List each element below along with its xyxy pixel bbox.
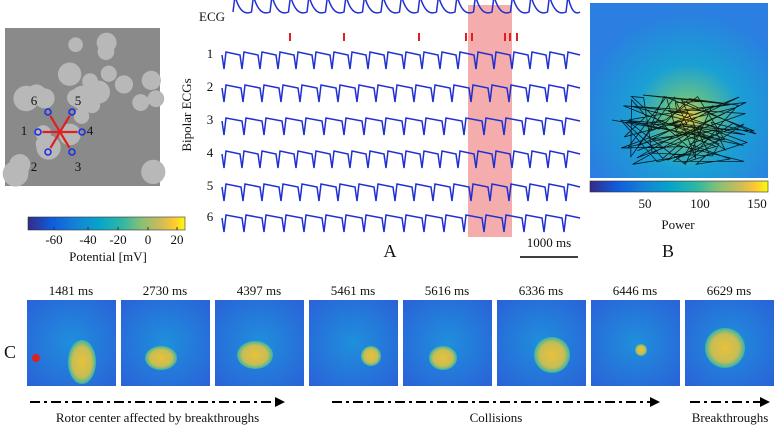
electrode [44, 108, 52, 116]
frame-time: 1481 ms [49, 283, 93, 298]
electrode-arrow [59, 131, 71, 149]
bipolar-trace [221, 214, 581, 233]
tissue-spot [67, 89, 85, 107]
tissue-spot [73, 108, 90, 124]
wavefront [237, 341, 273, 369]
tissue-spot [97, 43, 115, 61]
bipolar-trace [221, 150, 581, 169]
traces: 1 2 3 4 5 6 [207, 0, 581, 233]
frame-time: 6446 ms [613, 283, 657, 298]
scale-bar-label: 1000 ms [527, 235, 571, 250]
colorbar-tick-label: -20 [109, 232, 126, 247]
tissue-spot [100, 65, 117, 82]
phase-label: Rotor center affected by breakthroughs [56, 410, 259, 425]
electrode-label: 2 [31, 159, 38, 174]
wavefront [429, 346, 457, 370]
colorbar-label: Power [661, 217, 695, 232]
colorbar-tick-label: -40 [79, 232, 96, 247]
frame [403, 300, 492, 386]
panel-label: C [4, 342, 16, 362]
tissue-spot [141, 70, 161, 91]
tissue-spot [132, 94, 150, 111]
wavefront [361, 346, 381, 366]
trajectory [611, 94, 757, 165]
frames: 1481 ms 2730 ms 4397 ms 5461 ms 5616 ms 6336 … [27, 283, 774, 386]
electrode [68, 108, 76, 116]
potential-colorbar [27, 216, 186, 231]
tissue-spot [141, 159, 166, 185]
wavefront [145, 346, 177, 370]
electrode-arrow [49, 115, 61, 133]
electrode-label: 6 [31, 93, 38, 108]
trace-label: 1 [207, 46, 214, 61]
electrode-arrow [59, 115, 71, 133]
frame [309, 300, 398, 386]
frame-time: 5461 ms [331, 283, 375, 298]
frame [121, 300, 210, 386]
colorbar-tick-label: 50 [639, 196, 652, 211]
wavefront [635, 344, 647, 356]
frame-time: 6629 ms [707, 283, 751, 298]
colorbar-label: Potential [mV] [69, 249, 147, 264]
electrodes: 1 2 3 45 6 [21, 93, 94, 174]
frame [591, 300, 680, 386]
colorbar-tick-label: 0 [145, 232, 152, 247]
trace-label: 2 [207, 79, 214, 94]
electrode [78, 128, 86, 136]
wavefront [705, 328, 745, 368]
rotor-marker [32, 354, 40, 362]
phase-label: Breakthroughs [692, 410, 769, 425]
electrode [44, 148, 52, 156]
electrode-arrow [49, 131, 61, 149]
bipolar-trace [221, 183, 581, 202]
bipolar-trace [221, 117, 581, 136]
tissue-spot [147, 90, 165, 108]
frame-time: 2730 ms [143, 283, 187, 298]
tissue-spots [2, 32, 166, 187]
arrow-head [760, 397, 770, 407]
tissue-spot [26, 84, 47, 106]
power-map [590, 3, 768, 178]
bipolar-trace [221, 84, 581, 103]
electrode [34, 128, 42, 136]
tissue-spot [11, 163, 29, 181]
colorbar-tick-label: 100 [690, 196, 710, 211]
power-colorbar [589, 180, 769, 193]
rotor-trajectory [611, 94, 757, 165]
wavefront [534, 337, 570, 373]
frame-time: 5616 ms [425, 283, 469, 298]
phase-label: Collisions [470, 410, 523, 425]
wavefront [68, 340, 96, 384]
arrow-head [650, 397, 660, 407]
panel-label: A [384, 241, 397, 261]
trace-label: 3 [207, 112, 214, 127]
colorbar-tick-label: 20 [171, 232, 184, 247]
electrode-label: 3 [75, 159, 82, 174]
bipolar-label: Bipolar ECGs [179, 78, 194, 151]
tissue-spot [68, 37, 83, 52]
panel-label: B [662, 241, 674, 261]
electrode-label: 5 [75, 93, 82, 108]
electrode [68, 148, 76, 156]
electrode-label: 1 [21, 123, 28, 138]
electrode-label: 4 [87, 123, 94, 138]
trace-label: 4 [207, 145, 214, 160]
colorbar-tick-label: 150 [747, 196, 767, 211]
trace-label: 5 [207, 178, 214, 193]
tissue-spot [114, 75, 134, 94]
frame-time: 4397 ms [237, 283, 281, 298]
tissue-spot [57, 62, 82, 86]
ecg-trace [232, 0, 581, 14]
bipolar-trace [221, 51, 581, 70]
trace-label: 6 [207, 209, 214, 224]
ecg-label: ECG [199, 9, 225, 24]
colorbar-tick-label: -60 [45, 232, 62, 247]
frame-time: 6336 ms [519, 283, 563, 298]
phases: Rotor center affected by breakthroughs Co… [30, 397, 770, 425]
arrow-head [275, 397, 285, 407]
